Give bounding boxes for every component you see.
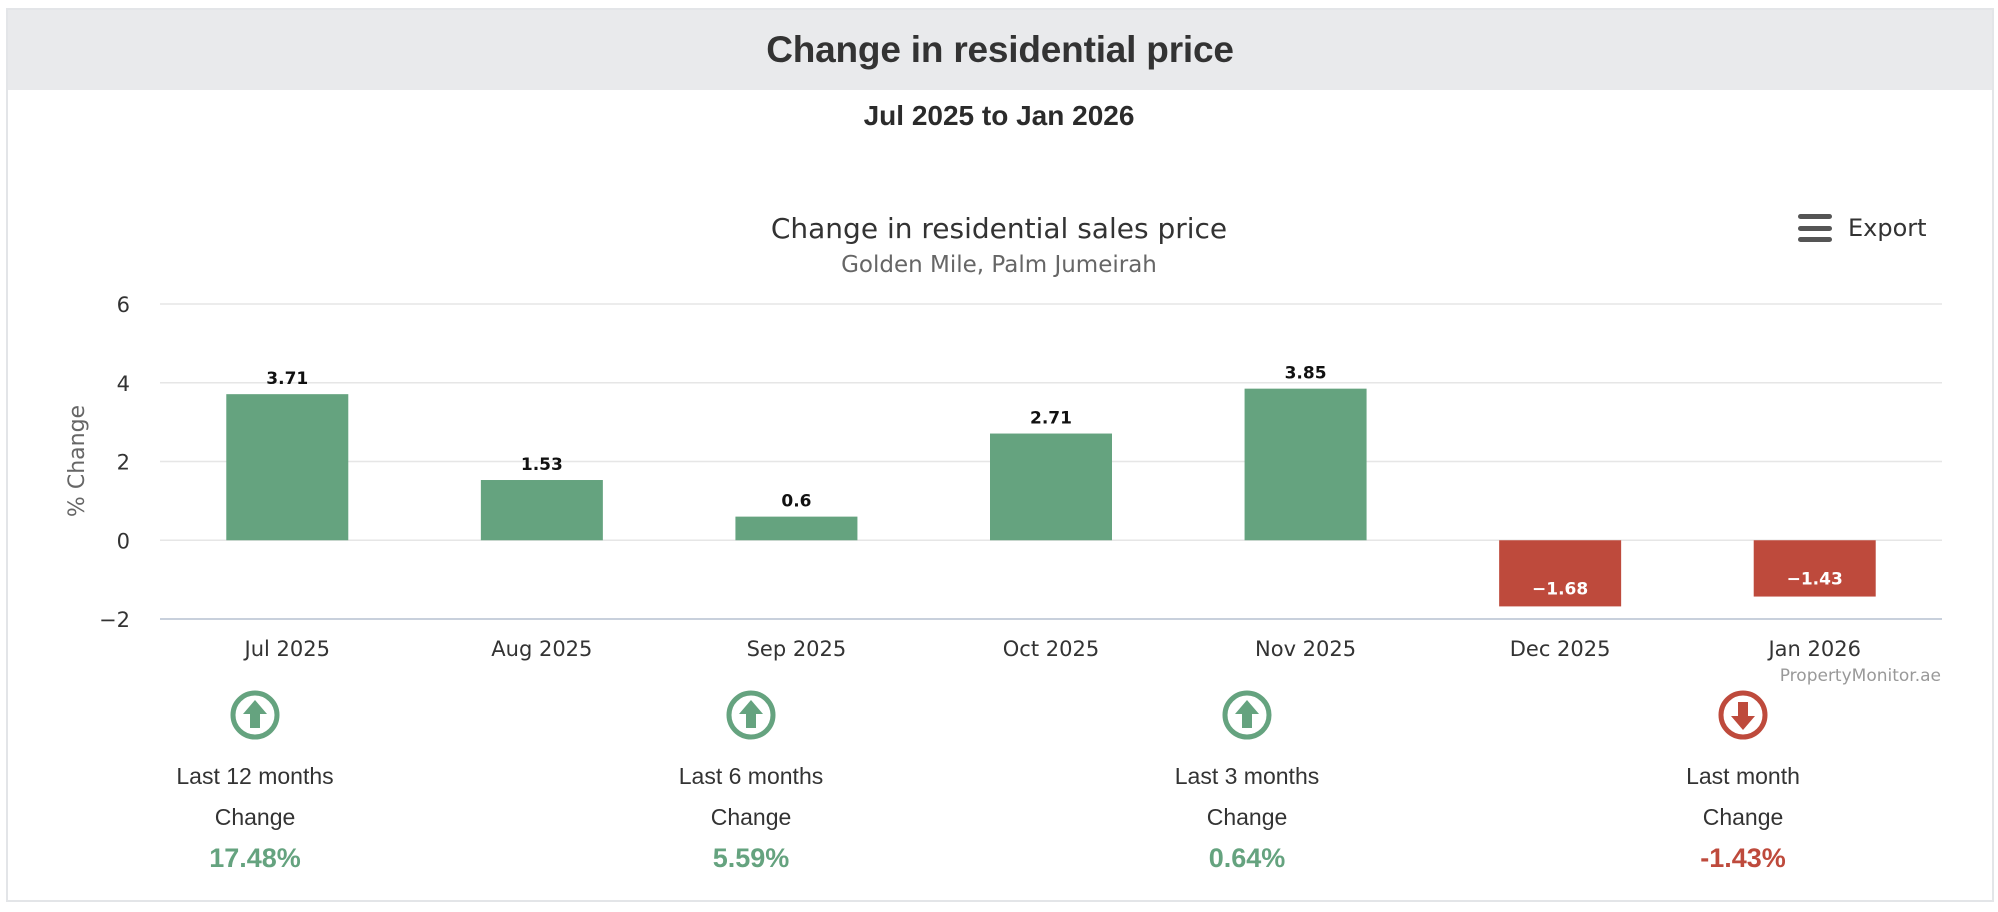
- bar: [1244, 388, 1367, 541]
- credits-label: PropertyMonitor.ae: [1780, 666, 1941, 686]
- data-label: −1.43: [1787, 570, 1843, 590]
- summary-last-6-months: Last 6 months Change 5.59%: [621, 690, 881, 874]
- summary-sub: Change: [710, 804, 792, 830]
- summary-label: Last 6 months: [678, 763, 824, 789]
- y-tick-label: 2: [117, 451, 130, 475]
- export-button[interactable]: Export: [1798, 214, 1927, 242]
- x-tick-label: Sep 2025: [747, 637, 847, 661]
- bar: [735, 516, 858, 541]
- summary-label: Last 3 months: [1174, 763, 1320, 789]
- card-header: Change in residential price: [8, 10, 1992, 90]
- chart-subtitle: Golden Mile, Palm Jumeirah: [841, 252, 1157, 278]
- data-label: −1.68: [1532, 579, 1588, 599]
- x-tick-label: Jan 2026: [1766, 637, 1861, 661]
- data-label: 3.85: [1285, 364, 1327, 384]
- bar: [1753, 540, 1876, 597]
- summary-label: Last 12 months: [176, 763, 334, 789]
- y-tick-label: 0: [117, 529, 130, 553]
- x-tick-label: Jul 2025: [243, 637, 330, 661]
- arrow-up-circle-icon: [1222, 690, 1272, 740]
- hamburger-menu-icon: [1798, 214, 1832, 242]
- bar: [480, 480, 603, 541]
- arrow-up-circle-icon: [230, 690, 280, 740]
- summary-sub: Change: [214, 804, 296, 830]
- bar: [226, 394, 349, 541]
- y-tick-label: 4: [117, 372, 130, 396]
- summary-value: 5.59%: [712, 843, 790, 873]
- y-axis-title: % Change: [65, 405, 90, 517]
- summary-value: 0.64%: [1208, 843, 1286, 873]
- x-tick-label: Oct 2025: [1003, 637, 1099, 661]
- bar: [1499, 540, 1622, 607]
- data-label: 3.71: [266, 369, 308, 389]
- y-tick-label: −2: [99, 608, 130, 632]
- data-label: 2.71: [1030, 409, 1072, 429]
- x-tick-label: Dec 2025: [1510, 637, 1611, 661]
- summary-value: 17.48%: [209, 843, 301, 873]
- arrow-down-circle-icon: [1718, 690, 1768, 740]
- summary-label: Last month: [1686, 763, 1800, 789]
- data-label: 1.53: [521, 455, 563, 475]
- chart-title: Change in residential sales price: [771, 212, 1227, 245]
- bar: [990, 433, 1112, 541]
- arrow-up-circle-icon: [726, 690, 776, 740]
- summary-last-3-months: Last 3 months Change 0.64%: [1117, 690, 1377, 874]
- export-label: Export: [1848, 214, 1927, 242]
- summary-sub: Change: [1206, 804, 1288, 830]
- summary-last-12-months: Last 12 months Change 17.48%: [125, 690, 385, 874]
- summary-sub: Change: [1702, 804, 1784, 830]
- x-tick-label: Aug 2025: [491, 637, 592, 661]
- y-tick-label: 6: [117, 293, 130, 317]
- page-title: Change in residential price: [766, 29, 1234, 70]
- data-label: 0.6: [781, 492, 811, 512]
- x-tick-label: Nov 2025: [1255, 637, 1356, 661]
- summary-last-month: Last month Change -1.43%: [1613, 690, 1873, 874]
- period-label: Jul 2025 to Jan 2026: [863, 100, 1135, 131]
- summary-value: -1.43%: [1700, 843, 1786, 873]
